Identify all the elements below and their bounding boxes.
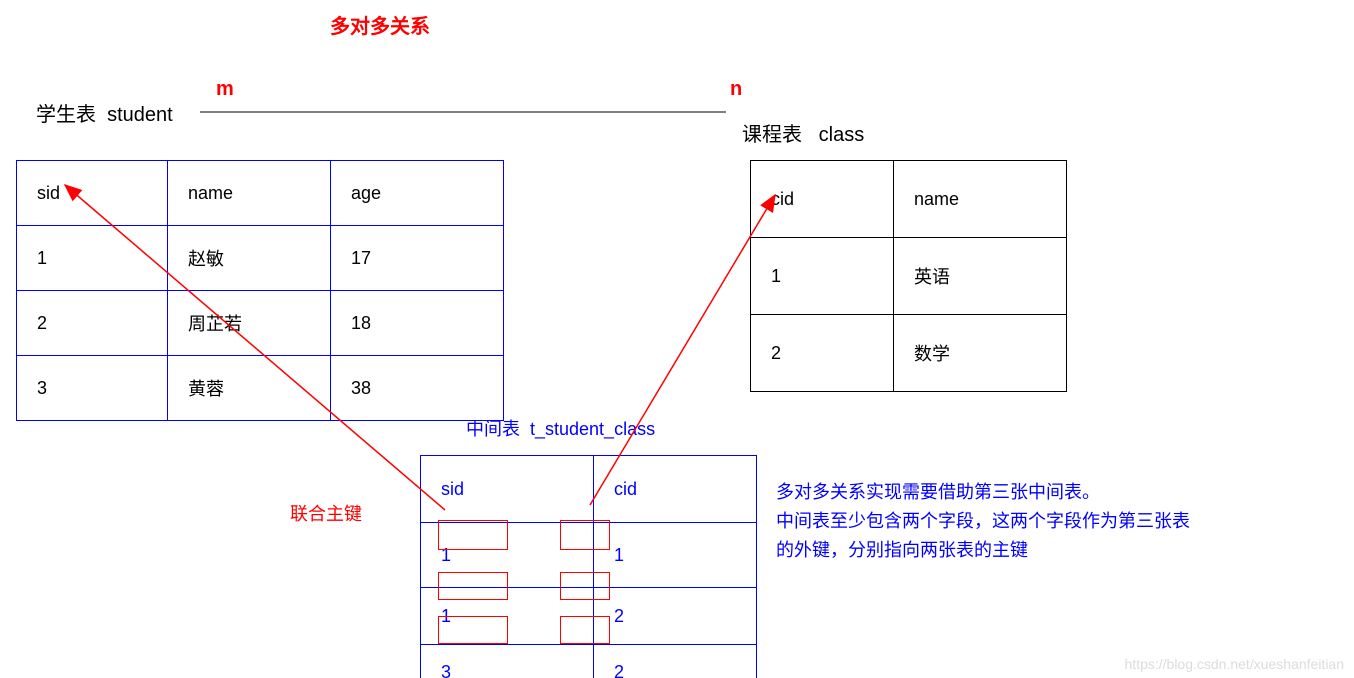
middle-cell: 2 — [594, 645, 757, 678]
student-header-age: age — [331, 161, 504, 226]
class-table: cidname1英语2数学 — [750, 160, 1067, 392]
key-highlight-box — [438, 616, 508, 644]
student-header-name: name — [168, 161, 331, 226]
class-cell: 2 — [751, 315, 894, 392]
student-cell: 17 — [331, 226, 504, 291]
watermark: https://blog.csdn.net/xueshanfeitian — [1125, 656, 1344, 672]
class-cell: 1 — [751, 238, 894, 315]
class-caption: 课程表 class — [742, 118, 864, 147]
student-cell: 38 — [331, 356, 504, 421]
cardinality-m: m — [216, 78, 234, 101]
student-cell: 黄蓉 — [168, 356, 331, 421]
middle-cell: 3 — [421, 645, 594, 678]
student-table: sidnameage 1赵敏17 2周芷若18 3黄蓉38 — [16, 160, 504, 421]
student-cell: 18 — [331, 291, 504, 356]
middle-cell: 2 — [594, 588, 757, 645]
class-cell: 数学 — [894, 315, 1067, 392]
cardinality-n: n — [730, 78, 742, 101]
class-header-cid: cid — [751, 161, 894, 238]
student-header-sid: sid — [17, 161, 168, 226]
key-highlight-box — [438, 572, 508, 600]
explanation-text: 多对多关系实现需要借助第三张中间表。 中间表至少包含两个字段，这两个字段作为第三… — [776, 478, 1190, 564]
student-cell: 3 — [17, 356, 168, 421]
student-cell: 1 — [17, 226, 168, 291]
student-cell: 2 — [17, 291, 168, 356]
key-highlight-box — [560, 520, 610, 550]
middle-cell: 1 — [594, 523, 757, 588]
student-caption: 学生表 student — [36, 98, 173, 127]
middle-table: sidcid111232 — [420, 455, 757, 678]
diagram-title: 多对多关系 — [330, 10, 430, 39]
key-highlight-box — [560, 572, 610, 600]
class-cell: 英语 — [894, 238, 1067, 315]
student-cell: 赵敏 — [168, 226, 331, 291]
middle-header-cid: cid — [594, 456, 757, 523]
key-highlight-box — [438, 520, 508, 550]
middle-header-sid: sid — [421, 456, 594, 523]
student-cell: 周芷若 — [168, 291, 331, 356]
key-highlight-box — [560, 616, 610, 644]
composite-key-label: 联合主键 — [290, 500, 362, 526]
class-header-name: name — [894, 161, 1067, 238]
